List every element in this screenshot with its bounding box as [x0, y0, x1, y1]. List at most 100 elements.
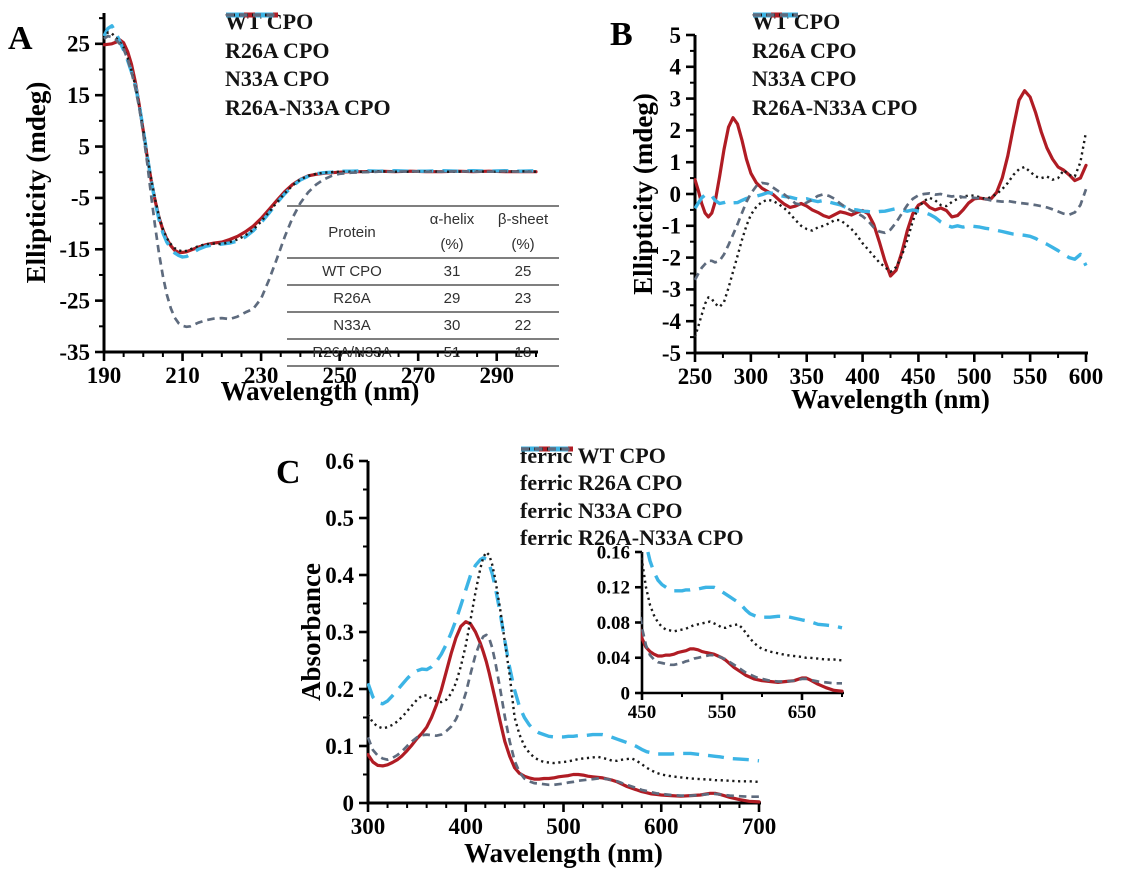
panel-b-y-tick-label: -5	[662, 341, 681, 366]
panel-b-x-tick-label: 500	[957, 364, 992, 389]
panel-a-y-tick-label: -15	[59, 237, 90, 262]
panel-a-x-tick-label: 190	[87, 363, 122, 388]
panel-b-y-tick-label: -4	[662, 309, 682, 334]
panel-b-y-tick-label: 1	[670, 150, 682, 175]
panel-c-y-tick-label: 0.6	[325, 449, 354, 474]
panel-c-series-ferric-wt-cpo	[367, 620, 761, 804]
panel-c-legend-line-sample	[521, 447, 573, 451]
panel-a-series-group	[103, 24, 538, 329]
panel-b: B 250 300 350 400 450 500 550 600 5 4 3 2 1 0 -1 -2 -3 -4…	[560, 0, 1129, 430]
table-header-cell: Protein	[328, 223, 376, 241]
table-row: R26A 29 23	[287, 285, 559, 312]
table-cell: R26A/N33A	[312, 344, 392, 361]
panel-c-legend-item-ferric-n33a-cpo: ferric N33A CPO	[520, 447, 744, 525]
panel-b-x-tick-label: 600	[1069, 364, 1104, 389]
panel-a-y-tick-label: 25	[67, 32, 90, 57]
panel-c-series-group	[367, 551, 761, 804]
panel-b-series-wt-cpo	[694, 89, 1088, 278]
panel-a-legend-line-sample	[226, 13, 278, 17]
panel-c-inset-y-tick-label: 0	[621, 683, 631, 704]
table-cell: 18	[514, 344, 532, 361]
table-row: R26A/N33A 51 18	[287, 339, 559, 366]
panel-a-legend: WT CPO R26A CPO N33A CPO R26A-N33A CPO	[225, 8, 391, 122]
table-cell: 29	[443, 290, 461, 307]
panel-c-inset-series-ferric-wt-cpo	[641, 626, 844, 693]
panel-a-x-tick-label: 230	[244, 363, 279, 388]
panel-b-y-tick-label: -3	[662, 277, 681, 302]
panel-a-legend-item-n33a-cpo: N33A CPO	[225, 13, 391, 94]
panel-c-x-tick-label: 600	[644, 814, 679, 839]
panel-c-series-ferric-r26a-n33a-cpo	[367, 633, 759, 799]
table-header-row: Protein α-helix (%) β-sheet (%)	[287, 206, 559, 258]
panel-b-x-tick-label: 300	[734, 364, 769, 389]
panel-c-y-tick-label: 0	[343, 791, 355, 816]
panel-c-x-axis-title: Wavelength (nm)	[464, 838, 663, 868]
panel-c-inset-series-ferric-n33a-cpo	[641, 551, 843, 662]
panel-c-inset-series-ferric-r26a-cpo	[645, 551, 843, 630]
panel-b-y-tick-label: 2	[670, 118, 682, 143]
table-cell: 25	[514, 263, 532, 280]
panel-c-inset-y-tick-label: 0.16	[597, 542, 630, 563]
panel-c-legend-line-sample	[521, 447, 573, 451]
panel-b-legend-item-n33a-cpo: N33A CPO	[752, 13, 918, 94]
panel-a-legend-line-sample	[226, 13, 278, 17]
panel-c-series-ferric-r26a-cpo	[367, 556, 760, 763]
legend-label: ferric R26A-N33A CPO	[520, 525, 744, 551]
panel-a: A 190 210 230 250 270 290 25 15 5 -5 -15 -25 -35 Wave…	[0, 0, 560, 430]
panel-c-label: C	[276, 454, 301, 491]
panel-c-y-tick-label: 0.5	[325, 506, 354, 531]
panel-b-legend-item-r26a-cpo: R26A CPO	[752, 12, 918, 66]
panel-a-group: 190 210 230 250 270 290 25 15 5 -5 -15 -25 -35 Wavele…	[21, 13, 538, 406]
panel-b-y-tick-label: 5	[670, 23, 682, 48]
secondary-structure-table-grid: Protein α-helix (%) β-sheet (%) WT CPO 31 25 R…	[287, 205, 559, 367]
panel-c-inset-series-ferric-r26a-n33a-cpo	[641, 610, 842, 685]
table-cell: 23	[514, 290, 532, 307]
table-cell: 22	[514, 317, 532, 334]
panel-b-group: 250 300 350 400 450 500 550 600 5 4 3 2 1 0 -1 -2 -3 -4 -5…	[628, 23, 1103, 414]
panel-c-x-tick-label: 300	[351, 814, 386, 839]
panel-c-inset-x-tick-label: 450	[628, 702, 657, 723]
panel-b-y-axis-title: Ellipticity (mdeg)	[628, 93, 658, 295]
panel-c-inset-y-tick-label: 0.04	[597, 648, 631, 669]
table-cell: R26A	[333, 290, 371, 307]
legend-label: R26A CPO	[752, 37, 857, 63]
panel-b-x-tick-label: 250	[678, 364, 713, 389]
legend-label: N33A CPO	[225, 66, 330, 92]
table-cell: 51	[443, 344, 461, 361]
legend-label: R26A CPO	[225, 37, 330, 63]
legend-label: R26A-N33A CPO	[225, 94, 391, 120]
table-cell: 31	[443, 263, 461, 280]
panel-c-inset-series-group	[641, 551, 844, 693]
table-row: WT CPO 31 25	[287, 258, 559, 285]
panel-c-inset-x-tick-label: 650	[788, 702, 817, 723]
panel-b-label: B	[610, 16, 633, 53]
panel-b-legend: WT CPO R26A CPO N33A CPO R26A-N33A CPO	[752, 8, 918, 122]
panel-b-x-tick-label: 350	[789, 364, 824, 389]
panel-c-y-tick-label: 0.3	[325, 620, 354, 645]
legend-label: N33A CPO	[752, 66, 857, 92]
panel-c-inset-y-tick-label: 0.12	[597, 578, 630, 599]
panel-c-legend-item-ferric-r26a-n33a-cpo: ferric R26A-N33A CPO	[520, 447, 744, 553]
table-header-cell: α-helix (%)	[429, 211, 475, 253]
panel-a-x-axis-title: Wavelength (nm)	[221, 376, 420, 406]
panel-c-y-tick-label: 0.4	[325, 563, 354, 588]
panel-a-y-tick-label: -35	[59, 340, 90, 365]
panel-c-y-axis-title: Absorbance	[296, 563, 326, 701]
panel-a-y-tick-label: -5	[71, 186, 90, 211]
table-cell: WT CPO	[322, 263, 382, 280]
panel-c-chart: 300 400 500 600 700 0 0.1 0.2 0.3 0.4 0.5 0.6 Wavele…	[296, 449, 844, 868]
table-row: N33A 30 22	[287, 312, 559, 339]
panel-b-x-tick-label: 550	[1013, 364, 1048, 389]
legend-label: ferric N33A CPO	[520, 497, 683, 523]
panel-a-x-tick-label: 210	[165, 363, 200, 388]
panel-a-y-axis-title: Ellipticity (mdeg)	[21, 82, 51, 284]
panel-c-y-tick-label: 0.1	[325, 734, 354, 759]
panel-c: C 300 400 500 600 700 0 0.1 0.2 0.3 0.4 0.5 0.6 Wave…	[270, 430, 870, 876]
panel-a-legend-item-r26a-cpo: R26A CPO	[225, 12, 391, 66]
panel-a-y-tick-label: -25	[59, 288, 90, 313]
panel-c-x-tick-label: 400	[449, 814, 484, 839]
panel-c-legend-item-ferric-r26a-cpo: ferric R26A CPO	[520, 446, 744, 498]
panel-c-inset-y-tick-label: 0.08	[597, 613, 630, 634]
table-header-cell: β-sheet (%)	[497, 211, 549, 253]
